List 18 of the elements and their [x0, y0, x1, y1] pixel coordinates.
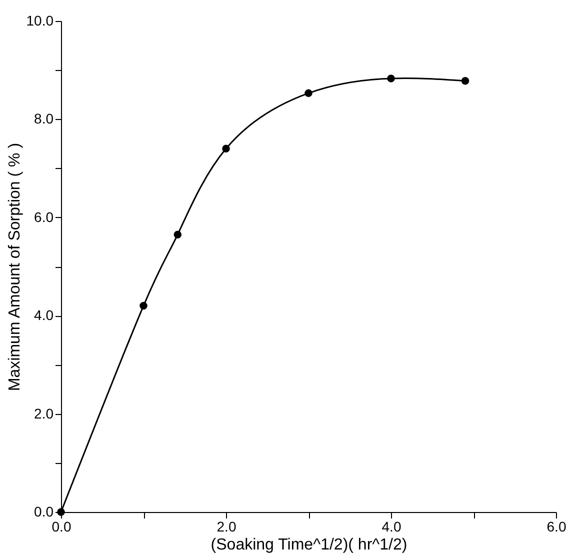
point: [140, 302, 148, 310]
y-tick-label: 4.0: [34, 307, 54, 324]
x-tick-label: 0.0: [52, 518, 72, 534]
x-tick-label: 2.0: [216, 518, 236, 534]
y-axis-title: Maximum Amount of Sorption ( % ): [6, 142, 24, 392]
y-tick-label: 0.0: [34, 504, 54, 520]
point: [174, 230, 182, 238]
x-tick-label: 4.0: [382, 518, 402, 534]
y-tick-label: 6.0: [34, 208, 54, 225]
point: [304, 89, 312, 98]
y-tick-label: 10.0: [26, 12, 54, 28]
x-axis-title: (Soaking Time^1/2)( hr^1/2): [210, 536, 408, 554]
x-tick-label: 6.0: [546, 518, 566, 534]
point: [387, 74, 395, 82]
point: [461, 77, 470, 85]
y-tick-label: 8.0: [34, 110, 54, 127]
point: [222, 144, 230, 153]
y-tick-label: 2.0: [34, 405, 54, 422]
